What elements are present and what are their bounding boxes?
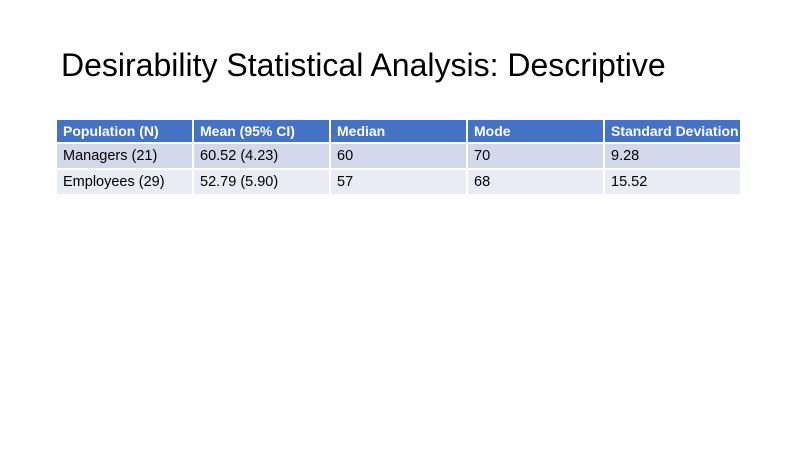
table-cell-median: 60 bbox=[331, 144, 466, 168]
table-cell-median: 57 bbox=[331, 170, 466, 194]
table-cell-mean: 52.79 (5.90) bbox=[194, 170, 329, 194]
table-cell-stddev: 15.52 bbox=[605, 170, 740, 194]
table-header-row: Population (N) Mean (95% CI) Median Mode… bbox=[57, 120, 740, 142]
column-header-stddev: Standard Deviation bbox=[605, 120, 740, 142]
table-cell-stddev: 9.28 bbox=[605, 144, 740, 168]
table-cell-population: Managers (21) bbox=[57, 144, 192, 168]
table-row-managers: Managers (21) 60.52 (4.23) 60 70 9.28 bbox=[57, 144, 740, 168]
table-cell-population: Employees (29) bbox=[57, 170, 192, 194]
column-header-median: Median bbox=[331, 120, 466, 142]
table-row-employees: Employees (29) 52.79 (5.90) 57 68 15.52 bbox=[57, 170, 740, 194]
table-cell-mean: 60.52 (4.23) bbox=[194, 144, 329, 168]
column-header-mean: Mean (95% CI) bbox=[194, 120, 329, 142]
column-header-population: Population (N) bbox=[57, 120, 192, 142]
table-cell-mode: 68 bbox=[468, 170, 603, 194]
column-header-mode: Mode bbox=[468, 120, 603, 142]
table-cell-mode: 70 bbox=[468, 144, 603, 168]
slide-title: Desirability Statistical Analysis: Descr… bbox=[61, 47, 666, 83]
descriptive-stats-table: Population (N) Mean (95% CI) Median Mode… bbox=[57, 120, 740, 194]
